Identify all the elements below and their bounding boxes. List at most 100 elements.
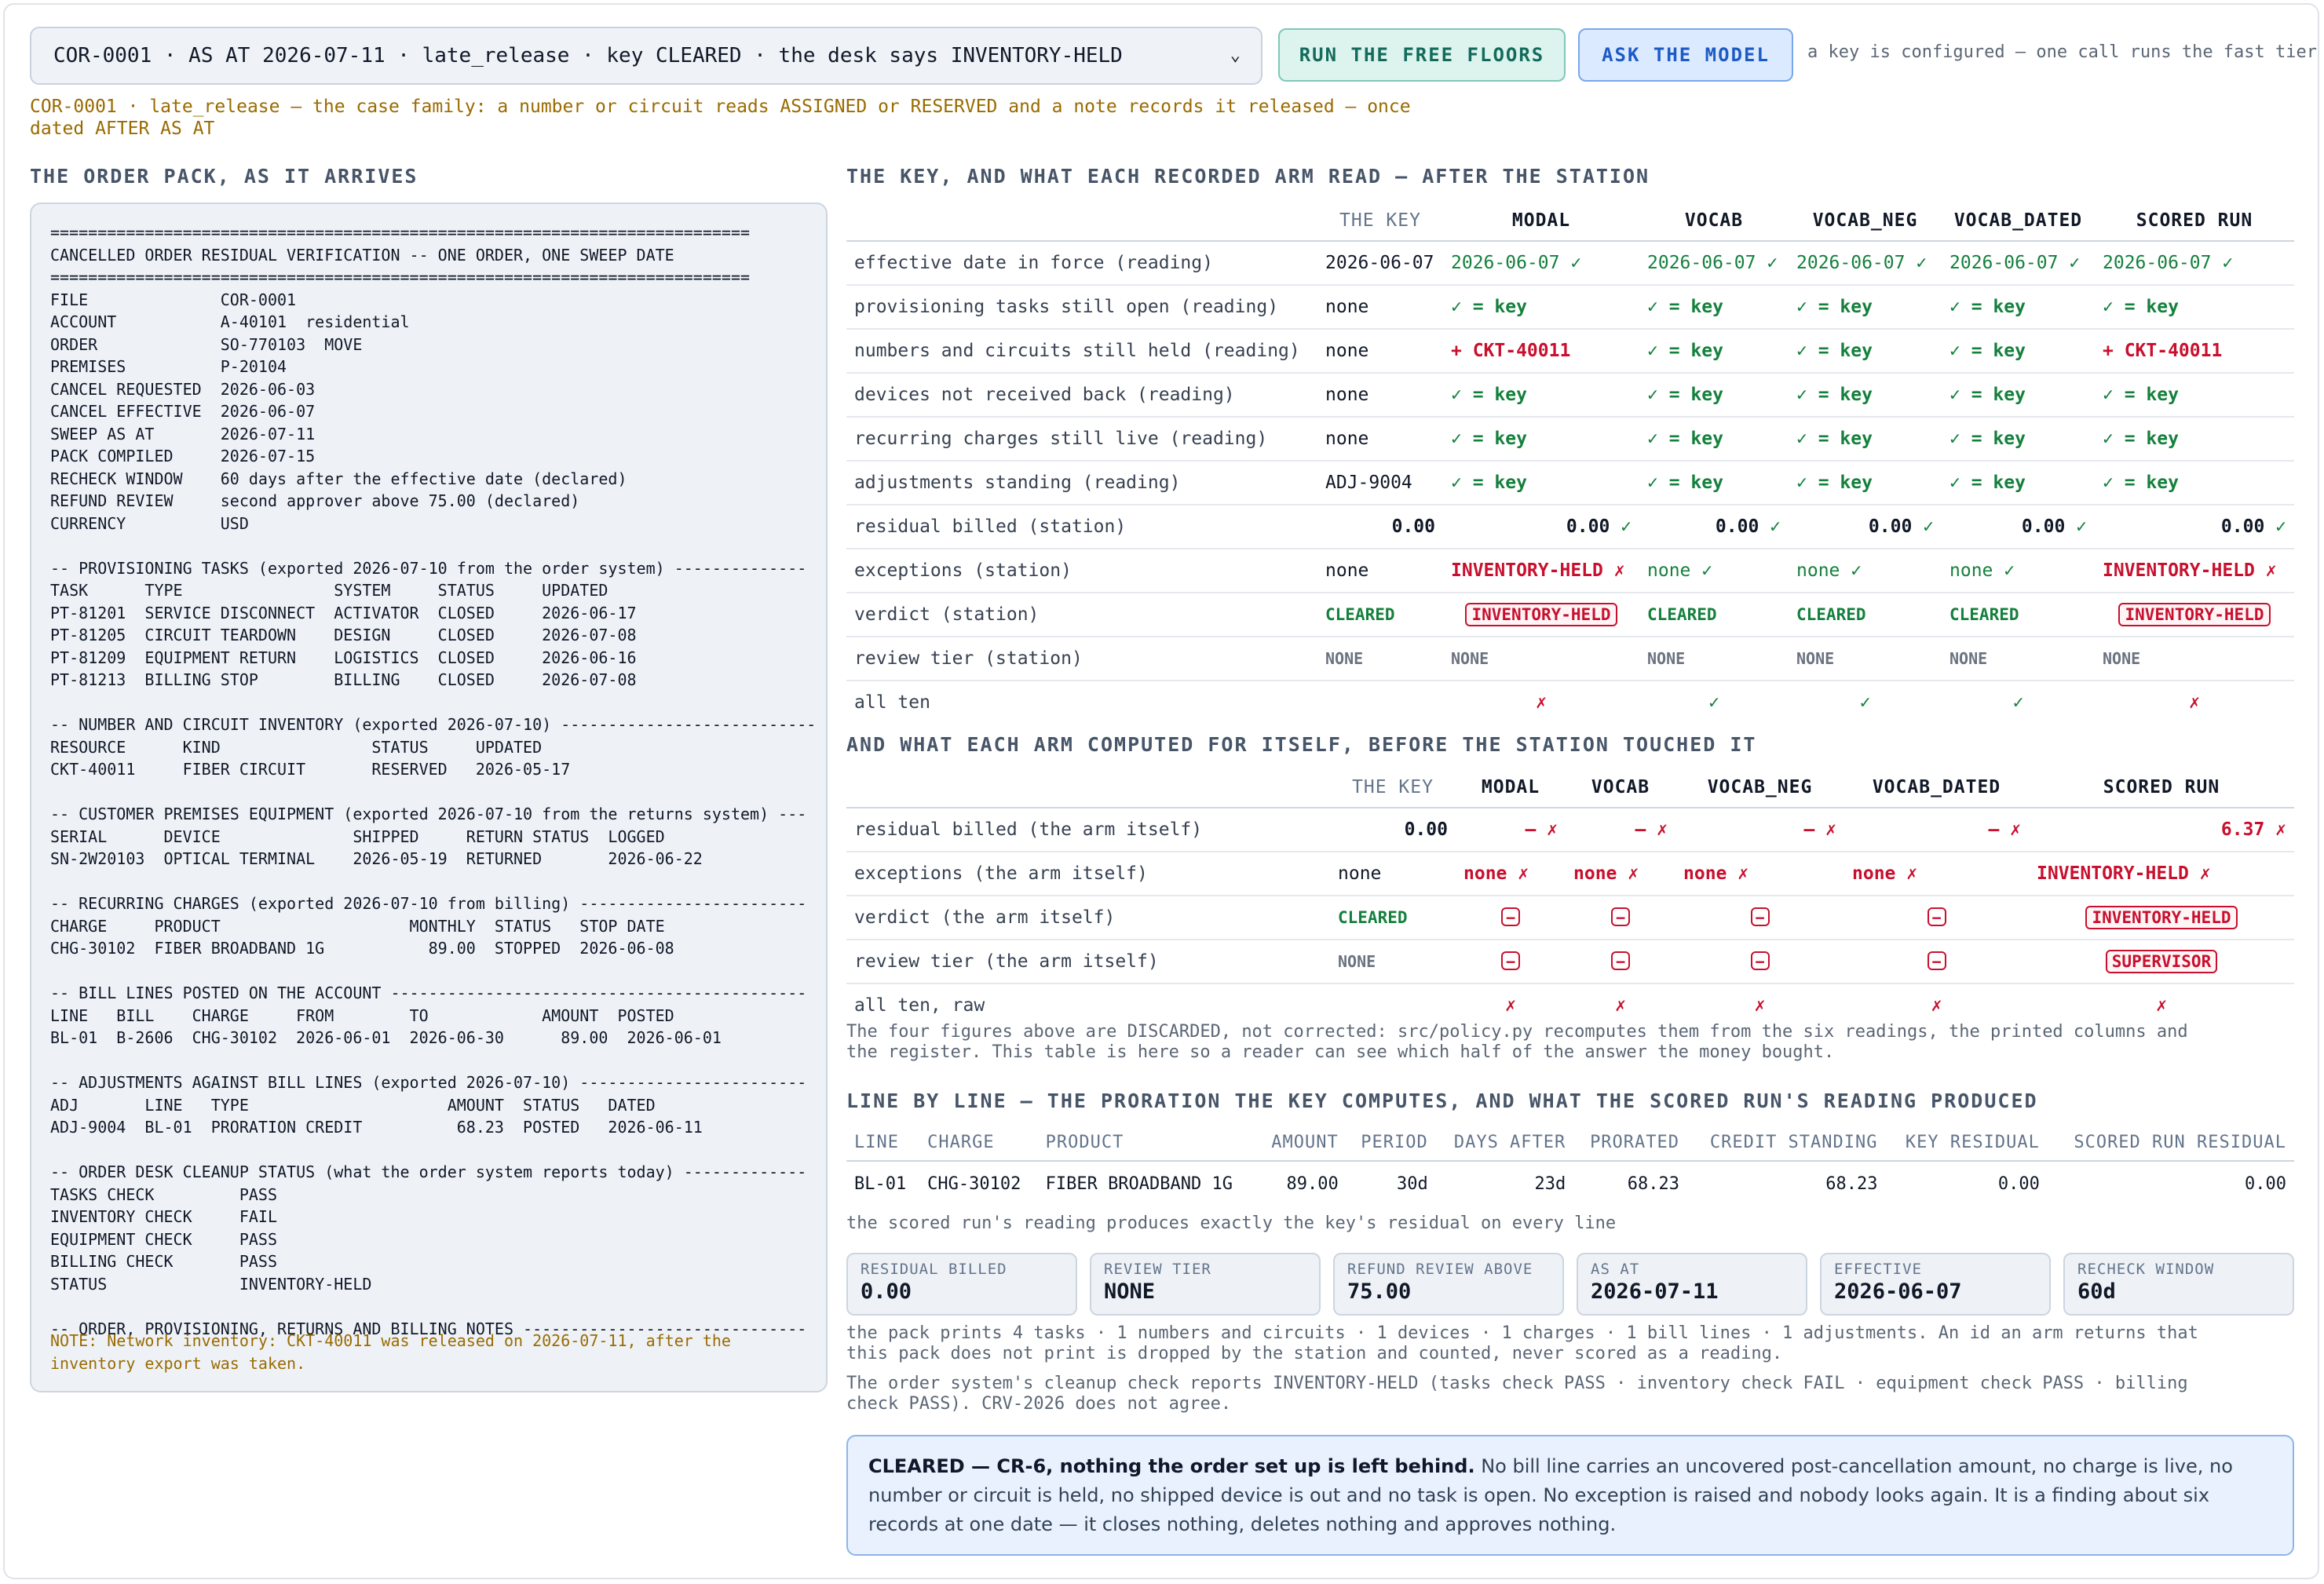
arm-cell: ✓ = key [1639, 372, 1789, 417]
arm-cell: ✗ [1443, 680, 1639, 724]
cell-value: CLEARED [1338, 908, 1408, 927]
table-row: effective date in force (reading) 2026-06… [846, 240, 2294, 285]
missing-value-icon: − [1927, 951, 1946, 970]
run-free-floors-button[interactable]: RUN THE FREE FLOORS [1278, 28, 1566, 82]
arm-cell: − [1675, 895, 1844, 940]
cell-value: — ✗ [1635, 819, 1668, 840]
cell-value: 0.00 ✓ [1566, 516, 1632, 537]
column-header: SCORED RUN [2103, 777, 2220, 797]
cell-value: 0.00 ✓ [2221, 516, 2286, 537]
check-icon: ✓ [1912, 516, 1934, 537]
cell-value: ✓ = key [1949, 385, 2026, 405]
column-header: LINE [854, 1132, 899, 1152]
cell-value: 6.37 ✗ [2220, 819, 2286, 840]
arm-cell: ✗ [1675, 983, 1844, 1027]
cell-value: — ✗ [1803, 819, 1836, 840]
arm-cell: ✓ = key [2095, 460, 2294, 505]
stat-label: RESIDUAL BILLED [861, 1261, 1007, 1278]
line-cell: 0.00 [1885, 1160, 2048, 1206]
column-header: CREDIT STANDING [1709, 1132, 1878, 1152]
missing-value-icon: − [1750, 951, 1770, 970]
arm-cell: ✓ = key [1639, 460, 1789, 505]
row-label: residual billed (station) [846, 504, 1317, 549]
column-header: VOCAB [1591, 777, 1650, 797]
key-cell: ADJ-9004 [1317, 460, 1443, 505]
arm-cell: − [1456, 939, 1566, 984]
arm-cell: ✓ = key [1942, 372, 2095, 417]
arm-cell: none ✓ [1789, 548, 1942, 593]
arm-cell: ✓ = key [1942, 328, 2095, 373]
row-label: review tier (the arm itself) [846, 939, 1330, 984]
arm-cell: + CKT-40011 [1443, 328, 1639, 373]
case-select[interactable]: COR-0001 · AS AT 2026-07-11 · late_relea… [30, 27, 1262, 85]
table-row: residual billed (the arm itself) 0.00 — ✗ —… [846, 807, 2294, 852]
cell-value: NONE [1949, 649, 1988, 668]
row-label: adjustments standing (reading) [846, 460, 1317, 505]
table-row: exceptions (station) none INVENTORY-HELD ✗… [846, 548, 2294, 593]
table-row: review tier (the arm itself) NONE − − − − SUPE… [846, 939, 2294, 984]
arm-cell: 6.37 ✗ [2029, 807, 2294, 852]
cell-value: 0.00 ✓ [2022, 516, 2087, 537]
stat-value: 75.00 [1347, 1279, 1412, 1304]
cell-value: ✓ [2012, 692, 2024, 713]
missing-value-icon: − [1750, 907, 1770, 926]
key-cell [1330, 983, 1456, 1027]
arm-cell: CLEARED [1639, 592, 1789, 637]
cell-value: ✓ = key [2103, 297, 2179, 317]
counts-note: the pack prints 4 tasks · 1 numbers and … [846, 1323, 2198, 1363]
arm-cell: ✓ = key [2095, 416, 2294, 461]
arm-cell: 2026-06-07 ✓ [1789, 240, 1942, 285]
cell-value: ✓ [1708, 692, 1719, 713]
arm-cell: ✗ [1566, 983, 1675, 1027]
arm-cell: ✓ [1942, 680, 2095, 724]
cell-value: + CKT-40011 [1451, 341, 1571, 361]
row-label: provisioning tasks still open (reading) [846, 284, 1317, 329]
check-icon: ✓ [2065, 516, 2087, 537]
status-pill: SUPERVISOR [2105, 950, 2218, 973]
cell-value: ✗ [2156, 995, 2167, 1016]
arm-cell: INVENTORY-HELD [2095, 592, 2294, 637]
table-row: review tier (station) NONE NONE NONE NONE NON… [846, 636, 2294, 681]
cell-value: 2026-06-07 ✓ [1451, 253, 1582, 273]
key-cell: none [1317, 548, 1443, 593]
column-header: MODAL [1481, 777, 1540, 797]
key-table: THE KEY MODAL VOCAB VOCAB_NEG VOCAB_DATED SCO… [846, 201, 2294, 724]
cell-value: ✓ = key [1949, 297, 2026, 317]
cell-value: ✓ = key [2103, 429, 2179, 449]
arm-cell: CLEARED [1789, 592, 1942, 637]
stat-value: 2026-07-11 [1591, 1279, 1719, 1304]
arm-cell: − [1844, 939, 2029, 984]
cell-value: 0.00 ✓ [1869, 516, 1934, 537]
cell-value: INVENTORY-HELD ✗ [2103, 560, 2277, 581]
line-cell: 30d [1346, 1160, 1436, 1206]
line-cell: CHG-30102 [919, 1160, 1038, 1206]
cell-value: ✓ = key [1949, 429, 2026, 449]
arm-cell: INVENTORY-HELD [1443, 592, 1639, 637]
column-header: DAYS AFTER [1453, 1132, 1566, 1152]
column-header: SCORED RUN [2136, 210, 2253, 231]
ask-model-button[interactable]: ASK THE MODEL [1578, 28, 1793, 82]
stat-label: EFFECTIVE [1834, 1261, 1922, 1278]
cell-value: ✓ = key [1796, 473, 1873, 493]
arm-cell: — ✗ [1675, 807, 1844, 852]
cell-value: CLEARED [1647, 605, 1717, 624]
cell-value: ✓ = key [1647, 341, 1723, 361]
row-label: residual billed (the arm itself) [846, 807, 1330, 852]
arm-cell: + CKT-40011 [2095, 328, 2294, 373]
arm-cell: INVENTORY-HELD ✗ [2095, 548, 2294, 593]
arm-cell: ✓ = key [1789, 284, 1942, 329]
stat-label: AS AT [1591, 1261, 1640, 1278]
column-header: THE KEY [1339, 210, 1421, 231]
arm-cell: ✗ [2029, 983, 2294, 1027]
order-pack-heading: THE ORDER PACK, AS IT ARRIVES [30, 165, 418, 188]
cell-value: INVENTORY-HELD ✗ [1451, 560, 1625, 581]
table-row: adjustments standing (reading) ADJ-9004 ✓ … [846, 460, 2294, 505]
arm-cell: CLEARED [1942, 592, 2095, 637]
key-cell: 0.00 [1317, 504, 1443, 549]
line-cell: 0.00 [2047, 1160, 2294, 1206]
arm-cell: ✓ = key [1789, 460, 1942, 505]
table-row: all ten ✗ ✓ ✓ ✓ ✗ [846, 680, 2294, 724]
cell-value: NONE [1647, 649, 1686, 668]
row-label: recurring charges still live (reading) [846, 416, 1317, 461]
chevron-down-icon: ⌄ [1230, 46, 1241, 65]
